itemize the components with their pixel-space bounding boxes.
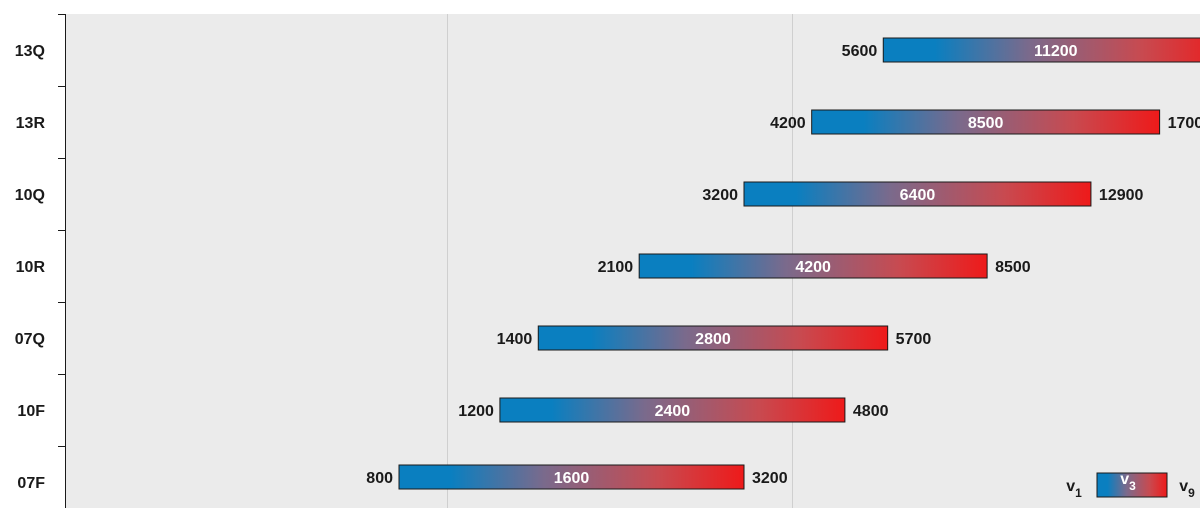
category-label: 13R: [16, 115, 46, 132]
high-value-label: 5700: [896, 331, 932, 348]
mid-value-label: 6400: [900, 187, 936, 204]
y-axis-ticks: [58, 14, 65, 447]
plot-area: [65, 14, 1200, 508]
low-value-label: 1200: [458, 403, 494, 420]
y-axis-labels: 13Q 13R 10Q 10R 07Q 10F 07F: [15, 43, 46, 492]
low-value-label: 2100: [598, 259, 634, 276]
mid-value-label: 8500: [968, 115, 1004, 132]
mid-value-label: 1600: [554, 470, 590, 487]
high-value-label: 12900: [1099, 187, 1144, 204]
range-bar: [882, 37, 1200, 63]
category-label: 07Q: [15, 331, 45, 348]
low-value-label: 5600: [842, 43, 878, 60]
category-label: 10Q: [15, 187, 45, 204]
high-value-label: 3200: [752, 470, 788, 487]
high-value-label: 17000: [1168, 115, 1200, 132]
range-bar: [537, 325, 889, 351]
high-value-label: 8500: [995, 259, 1031, 276]
category-label: 10F: [17, 403, 45, 420]
mid-value-label: 4200: [795, 259, 831, 276]
mid-value-label: 2800: [695, 331, 731, 348]
range-bar: [811, 109, 1161, 135]
legend-swatch: [1096, 472, 1168, 498]
range-bar: [638, 253, 988, 279]
category-label: 10R: [16, 259, 46, 276]
low-value-label: 1400: [497, 331, 533, 348]
range-bar: [499, 397, 846, 423]
low-value-label: 800: [366, 470, 393, 487]
high-value-label: 4800: [853, 403, 889, 420]
category-label: 07F: [17, 475, 45, 492]
mid-value-label: 2400: [655, 403, 691, 420]
low-value-label: 3200: [702, 187, 738, 204]
mid-value-label: 11200: [1034, 43, 1078, 60]
bars: 5600112002240042008500170003200640012900…: [366, 37, 1200, 490]
range-bar: [743, 181, 1092, 207]
category-label: 13Q: [15, 43, 45, 60]
range-bar: [398, 464, 745, 490]
low-value-label: 4200: [770, 115, 806, 132]
